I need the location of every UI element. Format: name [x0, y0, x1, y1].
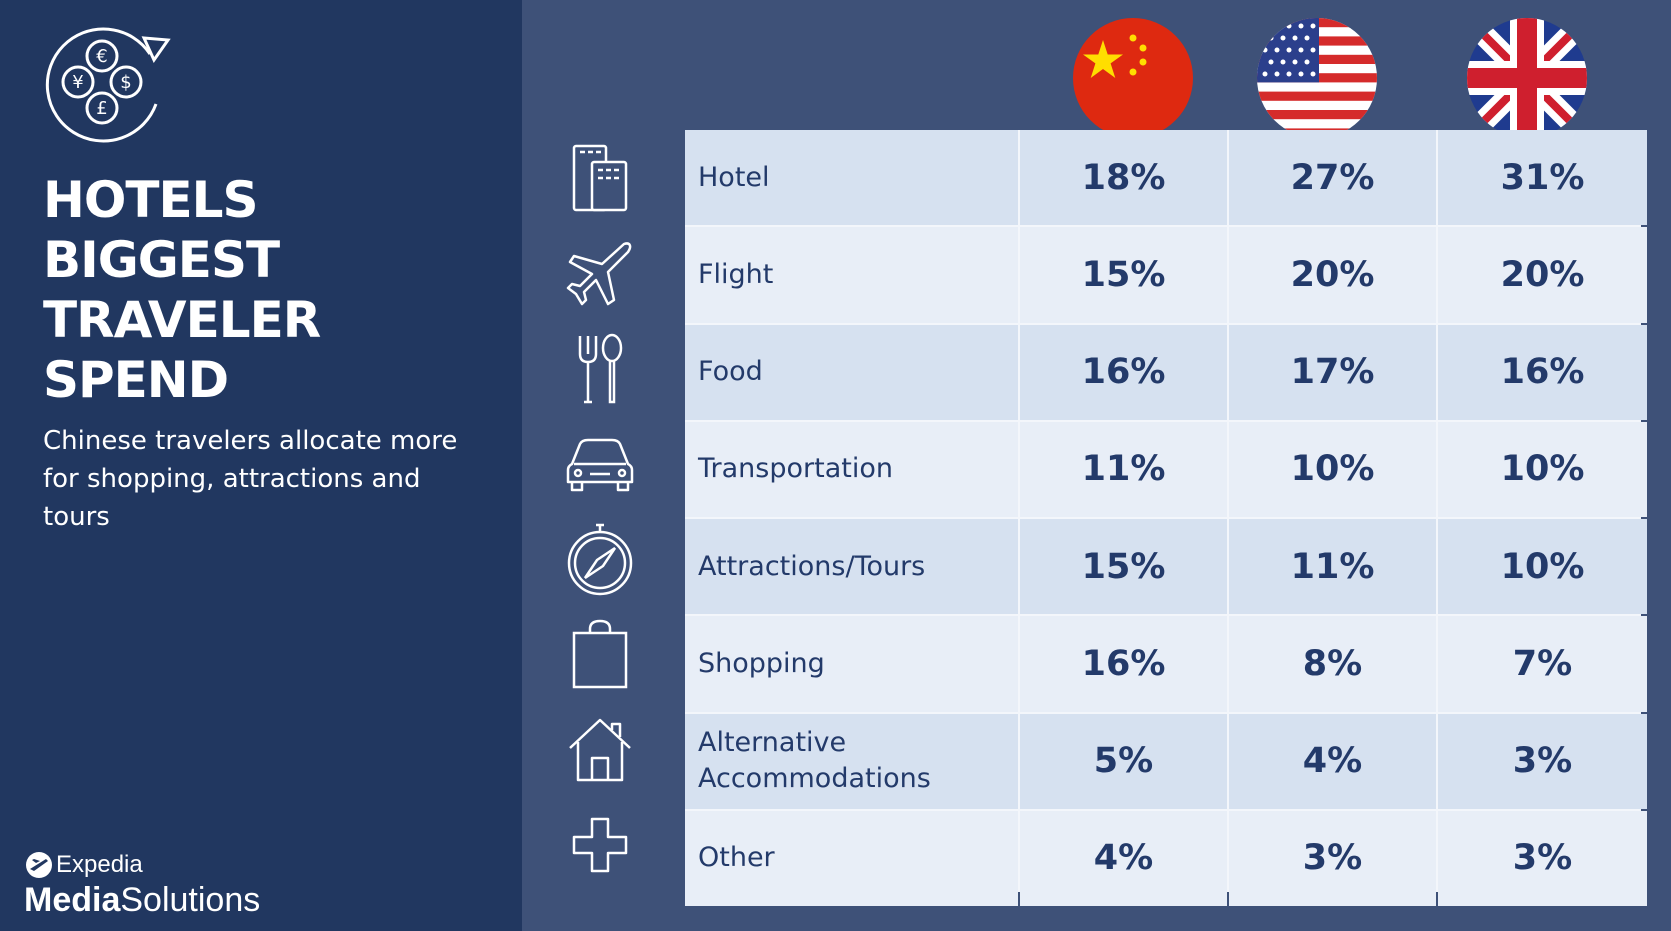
china-value: 15%: [1020, 519, 1227, 615]
globe-plane-icon: [26, 852, 52, 878]
usa-value: 27%: [1229, 130, 1436, 226]
uk-value: 7%: [1438, 616, 1647, 712]
row-label: Attractions/Tours: [685, 519, 1018, 615]
china-value: 15%: [1020, 227, 1227, 323]
row-label: Other: [685, 810, 1018, 906]
svg-text:¥: ¥: [72, 72, 83, 93]
compass-icon: [560, 511, 640, 606]
brand-logo: Expedia MediaSolutions: [24, 850, 260, 918]
brand-top-text: Expedia: [56, 851, 143, 878]
row-label: Food: [685, 324, 1018, 420]
currency-exchange-icon: € ¥ $ £: [45, 27, 171, 143]
headline-line: HOTELS: [43, 171, 258, 229]
usa-value: 20%: [1229, 227, 1436, 323]
usa-value: 11%: [1229, 519, 1436, 615]
headline-line: SPEND: [43, 351, 229, 409]
china-value: 11%: [1020, 421, 1227, 517]
subtitle: Chinese travelers allocate more for shop…: [43, 426, 458, 532]
usa-flag-icon: [1257, 18, 1377, 138]
spend-table: Hotel 18% 27% 31% Flight 15% 20% 20% Foo…: [685, 130, 1647, 906]
row-label: Flight: [685, 227, 1018, 323]
svg-text:€: €: [96, 46, 107, 67]
brand-bold-text: Media: [24, 881, 121, 919]
usa-value: 4%: [1229, 713, 1436, 809]
headline-line: TRAVELER: [43, 291, 321, 349]
china-value: 5%: [1020, 713, 1227, 809]
usa-value: 17%: [1229, 324, 1436, 420]
usa-value: 3%: [1229, 810, 1436, 906]
headline: HOTELS BIGGEST TRAVELER SPEND: [43, 170, 321, 410]
svg-text:$: $: [120, 72, 131, 93]
house-icon: [560, 701, 640, 796]
usa-value: 8%: [1229, 616, 1436, 712]
uk-value: 31%: [1438, 130, 1647, 226]
china-value: 4%: [1020, 810, 1227, 906]
hotel-building-icon: [560, 130, 640, 225]
uk-value: 20%: [1438, 227, 1647, 323]
uk-flag-icon: [1467, 18, 1587, 138]
fork-spoon-icon: [560, 321, 640, 416]
left-panel: € ¥ $ £ HOTELS BIGGEST TRAVELER SPEND Ch…: [0, 0, 522, 931]
china-value: 16%: [1020, 616, 1227, 712]
row-label: Alternative Accommodations: [685, 713, 1018, 809]
uk-value: 10%: [1438, 519, 1647, 615]
uk-value: 16%: [1438, 324, 1647, 420]
uk-value: 10%: [1438, 421, 1647, 517]
airplane-icon: [560, 226, 640, 321]
plus-icon: [560, 797, 640, 892]
china-value: 18%: [1020, 130, 1227, 226]
shopping-bag-icon: [560, 606, 640, 701]
row-label: Transportation: [685, 421, 1018, 517]
svg-text:£: £: [96, 98, 107, 119]
brand-light-text: Solutions: [120, 881, 261, 919]
row-label: Hotel: [685, 130, 1018, 226]
uk-value: 3%: [1438, 713, 1647, 809]
uk-value: 3%: [1438, 810, 1647, 906]
car-icon: [560, 416, 640, 511]
usa-value: 10%: [1229, 421, 1436, 517]
row-label: Shopping: [685, 616, 1018, 712]
headline-line: BIGGEST: [43, 231, 280, 289]
china-value: 16%: [1020, 324, 1227, 420]
china-flag-icon: [1073, 18, 1193, 138]
